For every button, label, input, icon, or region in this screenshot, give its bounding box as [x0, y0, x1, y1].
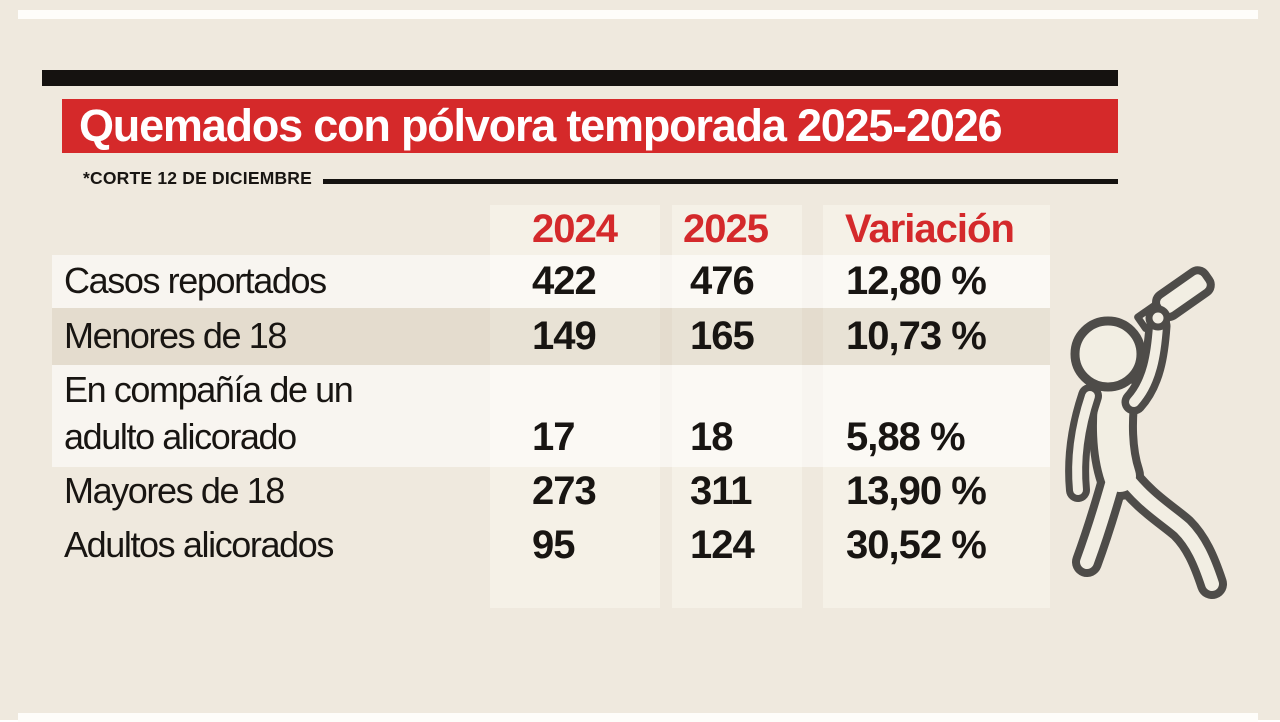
value-variacion-adultos: 30,52 % — [846, 523, 987, 567]
value-variacion-compania: 5,88 % — [846, 415, 966, 459]
row-band-2 — [52, 308, 1050, 365]
value-2024-mayores: 273 — [532, 469, 597, 513]
value-2025-adultos: 124 — [690, 523, 755, 567]
cutoff-rule — [323, 179, 1118, 184]
value-variacion-casos: 12,80 % — [846, 259, 987, 303]
value-variacion-mayores: 13,90 % — [846, 469, 987, 513]
page-title: Quemados con pólvora temporada 2025-2026 — [79, 100, 1003, 151]
row-label-en-compania-line1: En compañía de un — [64, 369, 354, 410]
value-2025-casos: 476 — [690, 259, 755, 303]
value-2025-mayores: 311 — [690, 469, 753, 513]
row-label-mayores-de-18: Mayores de 18 — [64, 470, 285, 511]
value-2024-casos: 422 — [532, 259, 597, 303]
column-header-2025: 2025 — [683, 207, 769, 251]
value-2025-compania: 18 — [690, 415, 733, 459]
value-2025-menores: 165 — [690, 314, 755, 358]
row-label-adultos-alicorados: Adultos alicorados — [64, 524, 334, 565]
value-2024-compania: 17 — [532, 415, 575, 459]
title-top-rule — [42, 70, 1118, 86]
title-band: Quemados con pólvora temporada 2025-2026 — [62, 99, 1118, 153]
row-label-casos-reportados: Casos reportados — [64, 260, 327, 301]
column-header-variacion: Variación — [845, 207, 1015, 251]
top-edge-strip — [18, 10, 1258, 19]
drunk-person-icon — [1056, 262, 1266, 607]
row-label-menores-de-18: Menores de 18 — [64, 315, 287, 356]
bottom-edge-strip — [18, 713, 1258, 722]
cutoff-note: *CORTE 12 DE DICIEMBRE — [83, 168, 313, 188]
value-2024-menores: 149 — [532, 314, 597, 358]
column-header-2024: 2024 — [532, 207, 618, 251]
value-2024-adultos: 95 — [532, 523, 575, 567]
value-variacion-menores: 10,73 % — [846, 314, 987, 358]
row-label-en-compania-line2: adulto alicorado — [64, 416, 297, 457]
row-band-3 — [52, 365, 1050, 467]
row-band-1 — [52, 255, 1050, 308]
